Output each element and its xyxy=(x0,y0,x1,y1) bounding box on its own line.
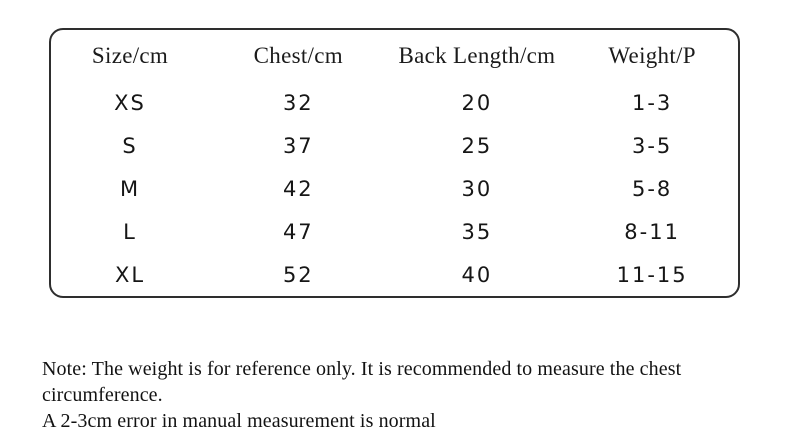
note-line-2: A 2-3cm error in manual measurement is n… xyxy=(42,410,436,432)
cell-size: XL xyxy=(114,262,146,287)
cell-weight: 5-8 xyxy=(631,176,673,201)
cell-size: L xyxy=(123,219,137,244)
header-weight: Weight/P xyxy=(608,43,696,68)
table-row: XS 32 20 1-3 xyxy=(51,82,738,125)
cell-weight: 3-5 xyxy=(631,134,673,159)
table-row: L 47 35 8-11 xyxy=(51,210,738,253)
cell-weight: 1-3 xyxy=(631,91,673,116)
cell-chest: 32 xyxy=(282,91,314,116)
header-size: Size/cm xyxy=(91,43,169,68)
cell-back-length: 25 xyxy=(461,134,493,159)
cell-back-length: 30 xyxy=(461,176,493,201)
cell-size: S xyxy=(122,134,138,159)
cell-size: XS xyxy=(114,91,146,116)
cell-chest: 47 xyxy=(282,219,314,244)
header-row: Size/cm Chest/cm Back Length/cm Weight/P xyxy=(51,30,738,82)
note-text: Note: The weight is for reference only. … xyxy=(42,356,782,434)
cell-weight: 8-11 xyxy=(624,219,680,244)
table-row: XL 52 40 11-15 xyxy=(51,253,738,296)
size-chart-table: Size/cm Chest/cm Back Length/cm Weight/P… xyxy=(51,30,738,296)
header-back-length: Back Length/cm xyxy=(398,43,556,68)
cell-chest: 37 xyxy=(282,134,314,159)
table-row: S 37 25 3-5 xyxy=(51,125,738,168)
cell-size: M xyxy=(119,176,141,201)
cell-back-length: 35 xyxy=(461,219,493,244)
size-chart-box: Size/cm Chest/cm Back Length/cm Weight/P… xyxy=(49,28,740,298)
note-line-1: Note: The weight is for reference only. … xyxy=(42,358,682,406)
cell-back-length: 20 xyxy=(461,91,493,116)
cell-chest: 42 xyxy=(282,176,314,201)
table-row: M 42 30 5-8 xyxy=(51,168,738,211)
cell-weight: 11-15 xyxy=(616,262,688,287)
cell-back-length: 40 xyxy=(461,262,493,287)
header-chest: Chest/cm xyxy=(253,43,343,68)
cell-chest: 52 xyxy=(282,262,314,287)
